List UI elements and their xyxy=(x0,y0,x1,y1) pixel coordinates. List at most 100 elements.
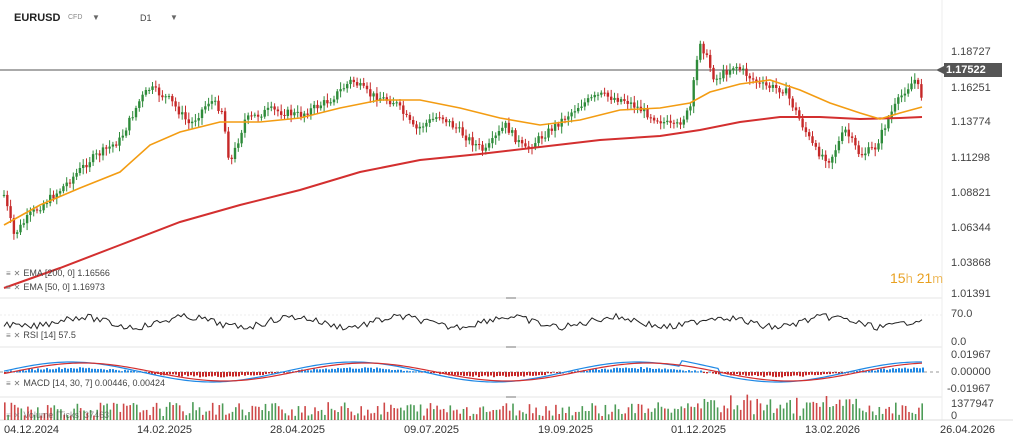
volume-bar xyxy=(218,405,221,420)
date-tick: 09.07.2025 xyxy=(404,424,460,436)
volume-bar xyxy=(466,407,468,420)
macd-histogram-bar xyxy=(571,372,573,373)
candle-body xyxy=(484,147,487,151)
ema200-label: EMA [200, 0] 1.16566 xyxy=(23,268,110,278)
macd-histogram-bar xyxy=(397,369,399,373)
close-icon[interactable]: ✕ xyxy=(13,330,21,340)
volume-bar xyxy=(690,406,692,420)
macd-histogram-bar xyxy=(712,372,714,374)
macd-histogram-bar xyxy=(196,372,198,376)
macd-histogram-bar xyxy=(271,372,273,374)
volume-bar xyxy=(706,401,709,420)
volume-bar xyxy=(429,403,432,420)
volume-bar xyxy=(235,407,237,420)
macd-histogram-bar xyxy=(229,372,231,377)
close-icon[interactable]: ✕ xyxy=(13,282,21,292)
candle-body xyxy=(181,112,184,115)
volume-bar xyxy=(456,409,458,420)
volume-bar xyxy=(149,415,151,420)
volume-bar xyxy=(380,414,382,420)
macd-histogram-bar xyxy=(388,369,390,373)
timeframe-label[interactable]: D1 xyxy=(140,13,152,23)
macd-histogram-bar xyxy=(529,372,531,376)
macd-histogram-bar xyxy=(247,372,249,375)
macd-histogram-bar xyxy=(682,370,684,373)
candle-body xyxy=(342,88,346,90)
settings-icon[interactable]: ≡ xyxy=(6,268,11,278)
candle-body xyxy=(775,84,778,88)
candle-body xyxy=(441,117,445,120)
candle-body xyxy=(758,82,761,84)
volume-bar xyxy=(703,398,706,420)
volume-bar xyxy=(43,413,46,420)
macd-histogram-bar xyxy=(19,369,21,373)
candle-body xyxy=(296,111,299,113)
volume-bar xyxy=(654,408,656,420)
volume-bar xyxy=(700,408,702,420)
candle-body xyxy=(722,70,725,79)
volume-bar xyxy=(53,405,56,420)
volume-bar xyxy=(109,409,112,420)
settings-icon[interactable]: ≡ xyxy=(6,282,11,292)
macd-histogram-bar xyxy=(670,369,672,373)
volume-bar xyxy=(805,402,808,420)
macd-histogram-bar xyxy=(901,368,903,373)
candle-body xyxy=(738,66,742,70)
current-price-tag: 1.17522 xyxy=(944,63,1002,77)
settings-icon[interactable]: ≡ xyxy=(6,410,11,420)
candle-body xyxy=(471,137,474,146)
volume-bar xyxy=(291,409,293,420)
volume-bar xyxy=(139,412,141,420)
countdown-hours: 15 xyxy=(890,270,906,286)
macd-histogram-bar xyxy=(184,372,186,375)
macd-histogram-bar xyxy=(625,367,627,373)
settings-icon[interactable]: ≡ xyxy=(6,330,11,340)
volume-bar xyxy=(584,411,587,420)
ema50-label: EMA [50, 0] 1.16973 xyxy=(23,282,105,292)
date-tick: 19.09.2025 xyxy=(538,424,594,436)
candle-body xyxy=(266,107,270,110)
candle-body xyxy=(355,82,359,86)
candle-body xyxy=(827,161,831,163)
timeframe-dropdown-chevron-icon[interactable]: ▼ xyxy=(170,13,178,22)
countdown-minutes-unit: m xyxy=(932,271,944,286)
candle-body xyxy=(748,75,751,79)
candle-body xyxy=(309,108,313,115)
candle-body xyxy=(511,130,514,133)
macd-histogram-bar xyxy=(820,372,822,375)
candle-body xyxy=(646,108,649,118)
macd-histogram-bar xyxy=(250,372,252,376)
volume-bar xyxy=(673,408,676,420)
volume-bar xyxy=(680,406,683,420)
macd-histogram-bar xyxy=(805,372,807,376)
volume-bar xyxy=(310,414,313,420)
macd-histogram-bar xyxy=(64,367,66,373)
close-icon[interactable]: ✕ xyxy=(13,378,21,388)
macd-histogram-bar xyxy=(418,371,420,373)
settings-icon[interactable]: ≡ xyxy=(6,378,11,388)
volume-bar xyxy=(885,408,887,420)
macd-histogram-bar xyxy=(778,372,780,377)
volume-bar xyxy=(733,409,735,420)
candle-body xyxy=(751,78,755,80)
volume-bar xyxy=(136,404,138,420)
candle-body xyxy=(593,94,596,98)
macd-histogram-bar xyxy=(346,367,348,373)
macd-histogram-bar xyxy=(193,372,195,377)
macd-histogram-bar xyxy=(484,372,486,376)
volume-bar xyxy=(739,409,742,420)
close-icon[interactable]: ✕ xyxy=(13,410,21,420)
candle-body xyxy=(907,89,910,94)
candle-body xyxy=(445,119,448,123)
close-icon[interactable]: ✕ xyxy=(13,268,21,278)
candle-body xyxy=(68,182,72,184)
macd-signal-line xyxy=(3,362,923,382)
candle-body xyxy=(563,118,567,120)
countdown-minutes: 21 xyxy=(916,270,933,286)
symbol-label[interactable]: EURUSD xyxy=(14,12,61,24)
macd-histogram-bar xyxy=(553,372,555,373)
macd-histogram-bar xyxy=(733,372,735,376)
symbol-dropdown-chevron-icon[interactable]: ▼ xyxy=(92,13,100,22)
candles xyxy=(2,40,923,240)
